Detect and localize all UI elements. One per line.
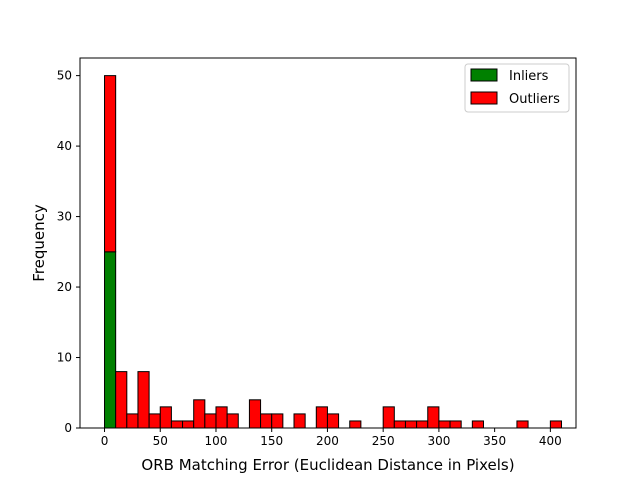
bar-outliers-4 bbox=[148, 413, 161, 429]
bar-outliers-10 bbox=[215, 406, 228, 429]
x-tick-label: 200 bbox=[316, 434, 339, 448]
x-tick-label: 400 bbox=[539, 434, 562, 448]
y-tick-label: 20 bbox=[57, 280, 72, 294]
bar-outliers-2 bbox=[126, 413, 139, 429]
bar-outliers-20 bbox=[326, 413, 340, 429]
plot-frame bbox=[79, 57, 577, 429]
bar-outliers-9 bbox=[204, 413, 217, 429]
x-tick-label: 250 bbox=[372, 434, 395, 448]
y-axis-label: Frequency bbox=[30, 204, 48, 282]
x-tick-label: 350 bbox=[483, 434, 506, 448]
x-tick-label: 100 bbox=[205, 434, 228, 448]
y-tick-label: 30 bbox=[57, 210, 72, 224]
bar-outliers-31 bbox=[449, 420, 462, 429]
bar-outliers-30 bbox=[438, 420, 451, 429]
bar-outliers-15 bbox=[271, 413, 284, 429]
x-tick-label: 50 bbox=[153, 434, 168, 448]
bar-outliers-37 bbox=[516, 420, 529, 429]
bar-outliers-0 bbox=[104, 75, 117, 253]
y-tick-label: 10 bbox=[57, 351, 72, 365]
bar-outliers-5 bbox=[159, 406, 172, 429]
bar-outliers-3 bbox=[137, 371, 150, 429]
bar-outliers-1 bbox=[115, 371, 128, 429]
y-tick-label: 40 bbox=[57, 139, 72, 153]
legend: Inliers Outliers bbox=[464, 63, 570, 113]
bar-outliers-19 bbox=[315, 406, 328, 429]
bar-outliers-11 bbox=[226, 413, 239, 429]
x-tick-label: 150 bbox=[260, 434, 283, 448]
y-tick-label: 50 bbox=[57, 69, 72, 83]
bars-layer bbox=[104, 75, 563, 429]
bar-outliers-26 bbox=[393, 420, 406, 429]
x-tick-label: 0 bbox=[101, 434, 109, 448]
bar-outliers-28 bbox=[416, 420, 429, 429]
bar-outliers-22 bbox=[349, 420, 362, 429]
bar-outliers-29 bbox=[427, 406, 440, 429]
bar-outliers-17 bbox=[293, 413, 306, 429]
legend-label-inliers: Inliers bbox=[509, 69, 549, 84]
bar-outliers-13 bbox=[248, 399, 262, 429]
legend-label-outliers: Outliers bbox=[509, 92, 560, 107]
bar-outliers-6 bbox=[170, 420, 184, 429]
bar-outliers-40 bbox=[549, 420, 563, 429]
legend-swatch-outliers bbox=[470, 91, 498, 105]
bar-outliers-25 bbox=[382, 406, 395, 429]
x-axis: 0 50 100 150 200 250 300 350 400 bbox=[101, 428, 562, 448]
bar-outliers-7 bbox=[182, 420, 195, 429]
bar-outliers-14 bbox=[260, 413, 273, 429]
legend-swatch-inliers bbox=[470, 68, 498, 82]
x-axis-label: ORB Matching Error (Euclidean Distance i… bbox=[141, 456, 514, 474]
bar-outliers-33 bbox=[471, 420, 484, 429]
bar-outliers-27 bbox=[404, 420, 418, 429]
bar-inliers-0 bbox=[104, 251, 117, 429]
y-tick-label: 0 bbox=[64, 421, 72, 435]
y-axis: 0 10 20 30 40 50 bbox=[57, 69, 80, 435]
bar-outliers-8 bbox=[193, 399, 206, 429]
x-tick-label: 300 bbox=[427, 434, 450, 448]
